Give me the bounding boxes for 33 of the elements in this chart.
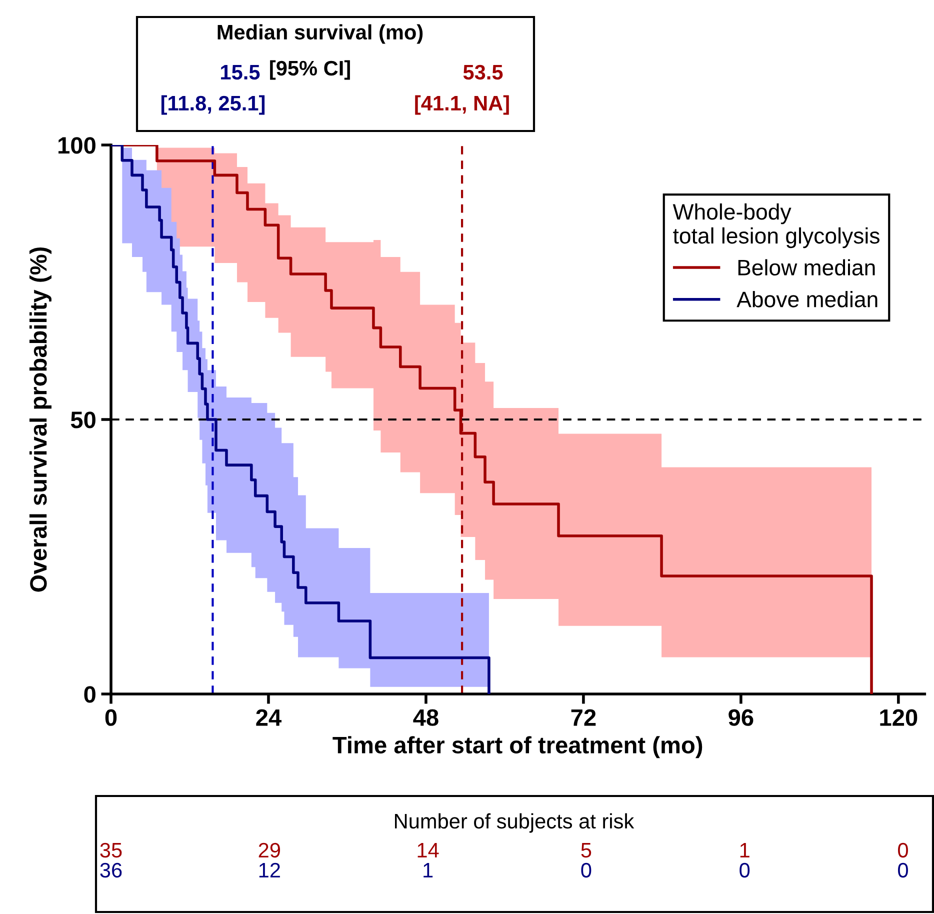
legend-title: Whole-body total lesion glycolysis (672, 203, 880, 248)
text: 5 (581, 843, 592, 858)
legend-label: Above median (736, 291, 878, 308)
text: 1 (424, 863, 433, 878)
text: 0 (898, 842, 908, 858)
legend-label: Below median (738, 259, 875, 276)
text: 12 (259, 862, 280, 878)
y-tick-label: 0 (84, 686, 96, 703)
x-tick-label: 0 (105, 709, 117, 726)
text: 36 (100, 862, 122, 878)
text: 35 (100, 842, 122, 858)
text: 1 (740, 843, 750, 858)
x-tick-label: 72 (571, 709, 596, 726)
y-tick-label: 100 (58, 137, 96, 154)
text: [95% CI] (270, 60, 350, 80)
x-tick-label: 48 (413, 709, 438, 726)
text: 0 (898, 862, 908, 878)
x-tick-label: 120 (880, 709, 918, 726)
text: 15.5 (221, 65, 260, 80)
text: 0 (581, 862, 592, 878)
text: [11.8, 25.1] (161, 95, 265, 115)
text: Median survival (mo) (218, 24, 423, 44)
text: 0 (740, 862, 750, 878)
text: 29 (258, 842, 280, 858)
text: [41.1, NA] (415, 95, 509, 115)
y-axis-title: Overall survival probability (%) (29, 247, 52, 592)
text: 14 (418, 843, 439, 858)
x-axis-title: Time after start of treatment (mo) (332, 736, 702, 758)
x-tick-label: 96 (728, 709, 754, 726)
text: Number of subjects at risk (395, 813, 634, 833)
text: 53.5 (463, 64, 503, 80)
x-tick-label: 24 (256, 709, 282, 726)
y-tick-label: 50 (70, 412, 96, 428)
